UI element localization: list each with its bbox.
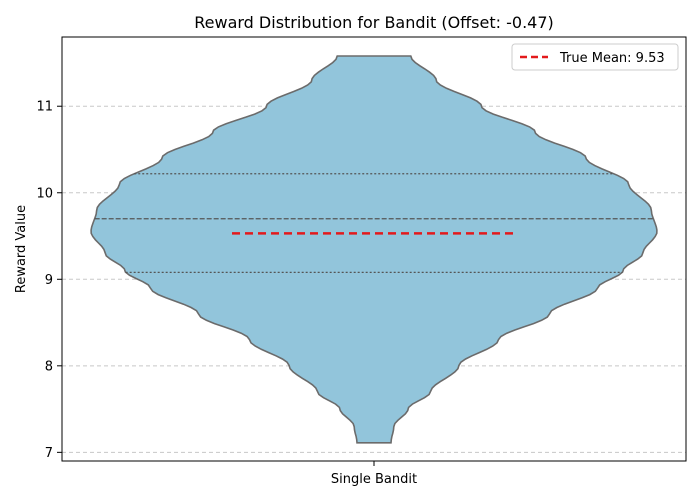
y-tick-label: 7: [45, 446, 53, 461]
legend: True Mean: 9.53: [511, 43, 679, 71]
violin-body: [90, 55, 658, 444]
x-tick-label: Single Bandit: [331, 472, 417, 487]
legend-label-true-mean: True Mean: 9.53: [559, 51, 665, 66]
legend-box: [511, 43, 679, 71]
chart-title: Reward Distribution for Bandit (Offset: …: [194, 13, 554, 32]
y-axis-ticks: 7 8 9 10 11: [36, 100, 62, 461]
y-tick-label: 11: [36, 100, 53, 115]
y-tick-label: 10: [36, 186, 53, 201]
y-axis-label: Reward Value: [14, 205, 29, 293]
x-axis-ticks: Single Bandit: [331, 461, 417, 487]
y-tick-label: 8: [45, 359, 53, 374]
y-tick-label: 9: [45, 273, 53, 288]
violin-group: [90, 55, 658, 444]
